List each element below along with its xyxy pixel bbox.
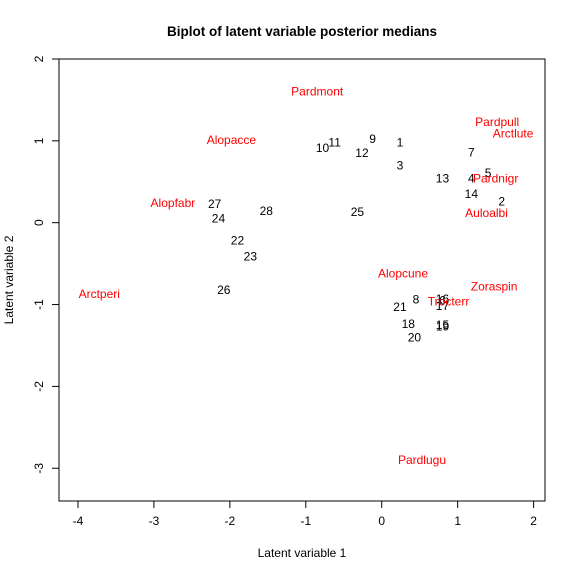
- site-label: 28: [260, 204, 274, 218]
- site-label: 18: [402, 317, 416, 331]
- site-label: 11: [328, 135, 341, 149]
- site-label: 16: [436, 292, 450, 306]
- y-axis: -3 -2 -1 0 1 2: [32, 55, 60, 474]
- species-label: Auloalbi: [465, 206, 508, 220]
- species-label: Arctlute: [493, 126, 534, 140]
- x-tick-label: -3: [149, 514, 160, 528]
- y-tick-label: 0: [32, 219, 46, 226]
- site-label: 5: [485, 166, 492, 180]
- y-axis-label: Latent variable 2: [2, 235, 16, 324]
- x-tick-label: 1: [454, 514, 461, 528]
- y-tick-label: -2: [32, 381, 46, 392]
- species-label: Arctperi: [79, 287, 120, 301]
- site-label: 23: [244, 249, 258, 263]
- site-label: 13: [436, 172, 450, 186]
- site-label: 15: [436, 318, 450, 332]
- site-label: 4: [468, 172, 475, 186]
- site-label: 10: [316, 141, 330, 155]
- species-label: Pardlugu: [398, 453, 446, 467]
- site-label: 14: [465, 187, 479, 201]
- site-label: 27: [208, 197, 222, 211]
- site-label: 1: [397, 135, 404, 149]
- site-label: 3: [397, 158, 404, 172]
- x-tick-label: -1: [300, 514, 311, 528]
- site-label: 25: [351, 205, 365, 219]
- species-label: Pardnigr: [473, 172, 518, 186]
- x-tick-label: 0: [378, 514, 385, 528]
- site-label: 12: [355, 146, 369, 160]
- site-label: 22: [231, 234, 245, 248]
- site-label: 9: [369, 132, 376, 146]
- site-label: 21: [393, 300, 407, 314]
- site-label: 7: [468, 145, 475, 159]
- species-label: Zoraspin: [471, 280, 518, 294]
- y-tick-label: 1: [32, 137, 46, 144]
- x-tick-label: 2: [530, 514, 537, 528]
- species-label: Pardmont: [291, 85, 344, 99]
- site-label: 26: [217, 283, 231, 297]
- species-label: Alopcune: [378, 266, 428, 280]
- species-label: Alopacce: [207, 133, 257, 147]
- site-label: 6: [439, 293, 446, 307]
- species-label: Pardpull: [475, 115, 519, 129]
- y-tick-label: 2: [32, 55, 46, 62]
- site-label: 20: [408, 330, 422, 344]
- chart-title: Biplot of latent variable posterior medi…: [167, 24, 437, 39]
- species-label: Alopfabr: [151, 196, 196, 210]
- x-axis-label: Latent variable 1: [258, 546, 347, 560]
- site-label: 17: [436, 299, 450, 313]
- site-label: 24: [212, 212, 226, 226]
- site-label: 19: [436, 320, 450, 334]
- x-tick-label: -2: [225, 514, 236, 528]
- site-label: 2: [498, 194, 505, 208]
- y-tick-label: -3: [32, 463, 46, 474]
- x-tick-label: -4: [73, 514, 84, 528]
- site-label: 8: [413, 293, 420, 307]
- y-tick-label: -1: [32, 299, 46, 310]
- x-axis: -4 -3 -2 -1 0 1 2: [73, 500, 537, 528]
- species-label: Trocterr: [428, 294, 470, 308]
